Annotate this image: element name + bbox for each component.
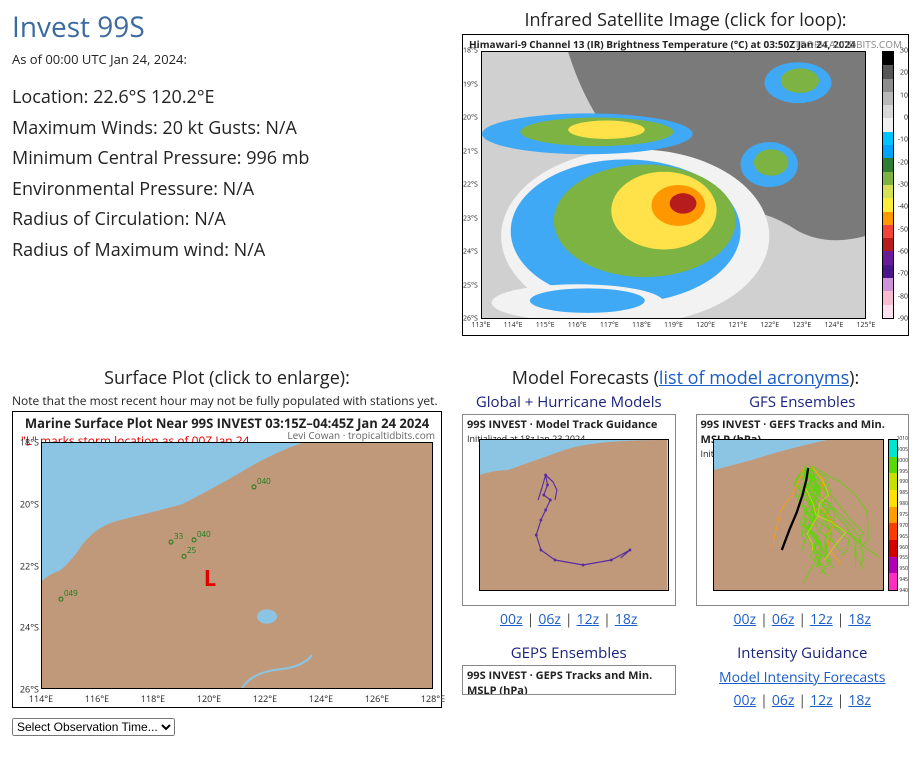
satellite-caption: Infrared Satellite Image (click for loop… [462, 8, 909, 32]
env-val: N/A [218, 177, 254, 201]
run-link-18z[interactable]: 18z [615, 610, 638, 629]
geps-panel-title: 99S INVEST · GEPS Tracks and Min. MSLP (… [463, 666, 675, 695]
run-link-06z[interactable]: 06z [772, 610, 795, 629]
run-link-12z[interactable]: 12z [810, 610, 833, 629]
rmw-val: N/A [229, 238, 265, 262]
run-link-12z[interactable]: 12z [577, 610, 600, 629]
roc-val: N/A [190, 207, 226, 231]
gfs-panel[interactable]: 99S INVEST · GEFS Tracks and Min. MSLP (… [696, 414, 910, 606]
geps-panel[interactable]: 99S INVEST · GEPS Tracks and Min. MSLP (… [462, 665, 676, 695]
storm-stats: Location: 22.6°S 120.2°E Maximum Winds: … [12, 82, 442, 266]
gfs-runs: 00z|06z|12z|18z [696, 610, 910, 629]
surface-heading: Surface Plot (click to enlarge): [12, 366, 442, 390]
env-label: Environmental Pressure: [12, 177, 218, 201]
svg-text:33: 33 [174, 531, 184, 542]
intensity-forecasts-link[interactable]: Model Intensity Forecasts [719, 668, 885, 687]
satellite-image[interactable]: Himawari-9 Channel 13 (IR) Brightness Te… [462, 34, 909, 336]
pres-label: Minimum Central Pressure: [12, 146, 242, 170]
run-link-06z[interactable]: 06z [772, 691, 795, 710]
global-panel-title: 99S INVEST · Model Track Guidance [463, 415, 675, 432]
svg-text:L: L [204, 562, 216, 593]
svg-text:040: 040 [197, 529, 211, 540]
geps-title: GEPS Ensembles [462, 643, 676, 663]
run-link-18z[interactable]: 18z [848, 610, 871, 629]
run-link-18z[interactable]: 18z [848, 691, 871, 710]
pres-val: 996 mb [242, 146, 310, 170]
svg-text:040: 040 [257, 476, 271, 487]
acronyms-link[interactable]: list of model acronyms [659, 366, 849, 390]
global-runs: 00z|06z|12z|18z [462, 610, 676, 629]
surface-credit: Levi Cowan · tropicaltidbits.com [287, 428, 435, 442]
global-models-panel[interactable]: 99S INVEST · Model Track Guidance Initia… [462, 414, 676, 606]
gfs-ensembles-title: GFS Ensembles [696, 392, 910, 412]
page-title: Invest 99S [12, 8, 442, 46]
observation-time-select[interactable]: Select Observation Time... [12, 718, 175, 736]
run-link-06z[interactable]: 06z [538, 610, 561, 629]
location-val: 22.6°S 120.2°E [88, 85, 214, 109]
forecast-prefix: Model Forecasts ( [512, 366, 659, 390]
run-link-00z[interactable]: 00z [500, 610, 523, 629]
svg-text:049: 049 [64, 588, 78, 599]
sat-credit: TROPICALTIDBITS.COM [794, 37, 902, 51]
rmw-label: Radius of Maximum wind: [12, 238, 229, 262]
asof-text: As of 00:00 UTC Jan 24, 2024: [12, 50, 442, 68]
run-link-00z[interactable]: 00z [734, 610, 757, 629]
gusts-label: Gusts: [208, 116, 260, 140]
intensity-title: Intensity Guidance [696, 643, 910, 663]
surface-plot[interactable]: Marine Surface Plot Near 99S INVEST 03:1… [12, 411, 442, 708]
location-label: Location: [12, 85, 88, 109]
winds-label: Maximum Winds: [12, 116, 158, 140]
run-link-12z[interactable]: 12z [810, 691, 833, 710]
winds-val: 20 kt [158, 116, 208, 140]
global-models-title: Global + Hurricane Models [462, 392, 676, 412]
forecast-suffix: ): [849, 366, 859, 390]
surface-note: Note that the most recent hour may not b… [12, 392, 442, 409]
roc-label: Radius of Circulation: [12, 207, 190, 231]
gusts-val: N/A [261, 116, 297, 140]
forecasts-heading: Model Forecasts (list of model acronyms)… [462, 366, 909, 390]
svg-text:25: 25 [187, 545, 197, 556]
intensity-runs: 00z|06z|12z|18z [696, 691, 910, 710]
run-link-00z[interactable]: 00z [734, 691, 757, 710]
